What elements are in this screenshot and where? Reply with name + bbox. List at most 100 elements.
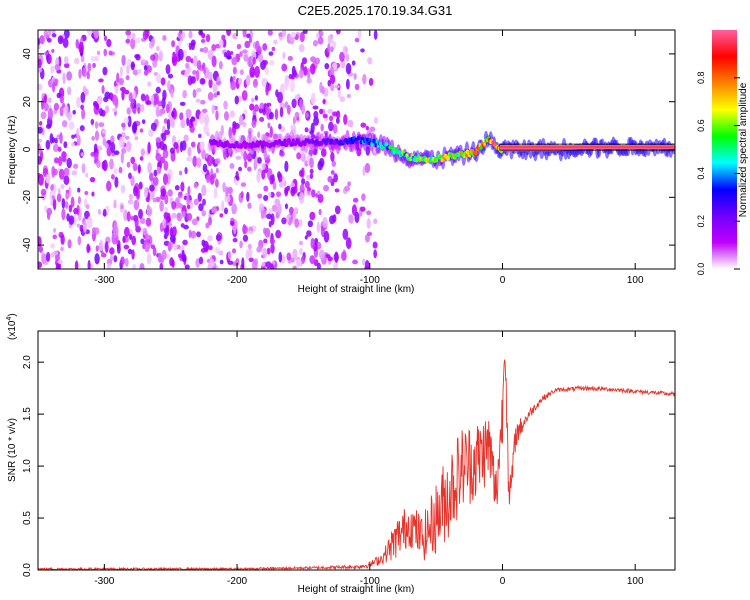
noise-cell	[147, 162, 152, 174]
noise-cell	[119, 66, 123, 77]
noise-cell	[352, 197, 359, 203]
noise-cell	[121, 122, 126, 128]
noise-cell	[140, 148, 146, 157]
noise-cell	[257, 45, 262, 55]
noise-cell	[267, 192, 272, 198]
noise-cell	[166, 119, 171, 131]
noise-cell	[190, 230, 197, 239]
noise-cell	[226, 55, 232, 60]
noise-cell	[191, 218, 198, 226]
noise-cell	[43, 102, 49, 112]
noise-cell	[269, 111, 274, 120]
noise-cell	[108, 50, 113, 56]
noise-cell	[78, 41, 84, 54]
noise-cell	[275, 229, 282, 239]
spectrogram-x-tick-label: -100	[360, 275, 380, 286]
noise-cell	[96, 95, 103, 105]
noise-cell	[110, 135, 115, 144]
noise-cell	[334, 188, 340, 193]
noise-cell	[243, 150, 248, 162]
noise-cell	[281, 63, 288, 72]
noise-cell	[225, 186, 229, 198]
noise-cell	[60, 234, 65, 245]
noise-cell	[340, 251, 347, 261]
noise-cell	[76, 127, 80, 139]
noise-cell	[103, 35, 108, 42]
spectrogram-y-axis: -40 -20 0 20 40	[22, 48, 675, 252]
noise-cell	[192, 89, 197, 98]
noise-cell	[271, 46, 276, 52]
noise-cell	[292, 248, 298, 259]
noise-cell	[198, 133, 202, 138]
noise-cell	[110, 141, 116, 153]
noise-cell	[80, 152, 84, 157]
noise-cell	[118, 77, 124, 86]
spectrogram-x-tick-label: 100	[627, 275, 644, 286]
noise-cell	[147, 141, 151, 154]
noise-cell	[274, 108, 279, 121]
noise-cell	[50, 243, 55, 249]
noise-cell	[153, 93, 160, 105]
noise-cell	[222, 182, 226, 193]
noise-cell	[241, 257, 245, 269]
noise-cell	[310, 134, 316, 139]
noise-cell	[186, 194, 190, 206]
noise-cell	[202, 163, 208, 173]
noise-cell	[252, 57, 256, 65]
noise-cell	[327, 34, 333, 45]
noise-cell	[181, 31, 186, 39]
noise-cell	[279, 151, 285, 157]
noise-cell	[101, 85, 105, 94]
snr-y-tick-label: 1.5	[22, 407, 33, 421]
noise-cell	[67, 239, 72, 249]
noise-cell	[330, 151, 335, 162]
ridge-cell	[260, 144, 265, 149]
noise-cell	[219, 38, 224, 49]
noise-cell	[334, 251, 339, 263]
noise-cell	[134, 37, 141, 44]
noise-cell	[171, 111, 175, 118]
noise-cell	[61, 120, 68, 128]
noise-cell	[298, 44, 305, 53]
noise-cell	[265, 261, 272, 269]
noise-cell	[38, 236, 42, 247]
noise-cell	[67, 86, 72, 96]
noise-cell	[38, 138, 42, 143]
noise-cell	[203, 240, 209, 252]
noise-cell	[159, 262, 164, 269]
noise-cell	[59, 95, 65, 104]
noise-cell	[138, 181, 143, 190]
noise-cell	[367, 57, 373, 65]
noise-cell	[230, 80, 237, 91]
noise-cell	[63, 30, 70, 39]
noise-cell	[52, 143, 59, 153]
noise-cell	[92, 62, 96, 69]
noise-cell	[120, 204, 124, 210]
noise-cell	[254, 65, 260, 78]
noise-cell	[38, 173, 44, 186]
noise-cell	[332, 111, 338, 117]
noise-cell	[149, 172, 154, 182]
noise-cell	[227, 260, 234, 265]
noise-cell	[163, 233, 168, 240]
snr-y-tick-label: 0.5	[22, 511, 33, 525]
spectrogram-y-tick-label: 40	[22, 48, 33, 60]
noise-cell	[140, 93, 146, 102]
noise-cell	[94, 121, 99, 129]
snr-y-tick-label: 2.0	[22, 355, 33, 369]
noise-cell	[215, 80, 222, 86]
snr-plot-area	[38, 359, 675, 570]
noise-cell	[178, 48, 184, 61]
noise-cell	[316, 190, 321, 196]
noise-cell	[121, 54, 126, 66]
noise-cell	[47, 97, 52, 104]
noise-cell	[177, 212, 181, 219]
noise-cell	[57, 188, 61, 195]
noise-cell	[283, 80, 289, 91]
noise-cell	[169, 147, 176, 154]
noise-cell	[215, 110, 219, 121]
noise-cell	[298, 240, 304, 246]
noise-cell	[256, 245, 263, 253]
noise-cell	[52, 234, 58, 240]
